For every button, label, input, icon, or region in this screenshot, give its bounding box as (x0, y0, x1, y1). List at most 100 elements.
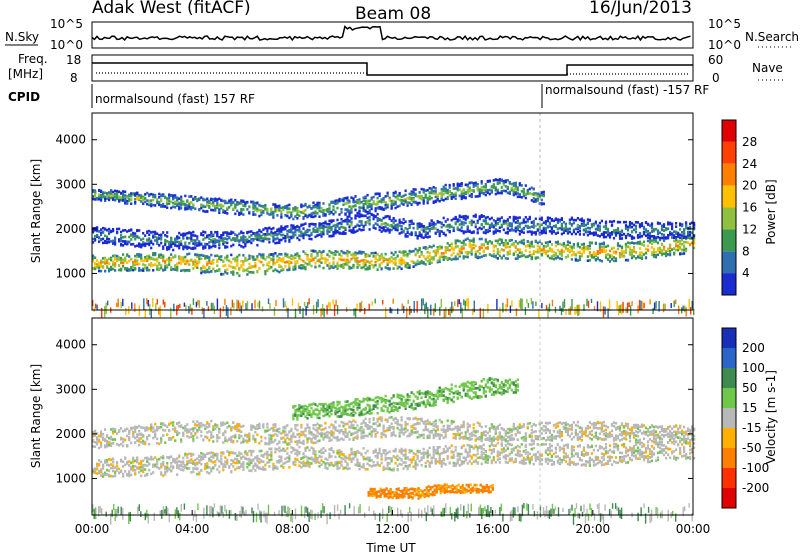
data-cell (128, 464, 131, 467)
data-cell (132, 458, 135, 461)
data-cell (604, 253, 608, 257)
data-cell (528, 192, 531, 195)
data-cell (158, 237, 161, 240)
data-cell (646, 236, 650, 239)
data-cell (430, 245, 433, 249)
data-cell (638, 256, 642, 259)
data-cell (665, 253, 668, 257)
data-cell (671, 233, 674, 236)
data-cell (264, 235, 267, 238)
data-cell (690, 306, 692, 315)
data-cell (540, 218, 543, 221)
data-cell (516, 227, 519, 231)
data-cell (484, 254, 487, 257)
data-cell (530, 240, 533, 244)
data-cell (596, 256, 599, 260)
data-cell (693, 226, 696, 230)
data-cell (128, 194, 131, 198)
data-cell (638, 251, 642, 255)
data-cell (422, 202, 425, 205)
data-cell (416, 236, 419, 239)
data-cell (257, 302, 259, 308)
data-cell (432, 250, 435, 253)
data-cell (524, 196, 527, 200)
data-cell (260, 234, 263, 238)
data-cell (368, 261, 371, 264)
data-cell (154, 464, 157, 468)
data-cell (632, 228, 636, 232)
data-cell (584, 247, 587, 251)
data-cell (671, 227, 674, 231)
data-cell (514, 227, 517, 230)
data-cell (160, 235, 163, 239)
data-cell (267, 298, 270, 305)
data-cell (152, 230, 155, 234)
data-cell (214, 209, 217, 212)
data-cell (154, 230, 157, 234)
data-cell (516, 216, 519, 220)
data-cell (518, 240, 521, 244)
data-cell (254, 208, 257, 212)
data-cell (298, 257, 301, 260)
data-cell (332, 266, 335, 269)
data-cell (206, 471, 209, 474)
data-cell (448, 244, 451, 247)
data-cell (350, 223, 353, 227)
data-cell (122, 253, 125, 256)
data-cell (280, 216, 283, 219)
data-cell (128, 472, 131, 475)
data-cell (479, 307, 481, 319)
y-tick-label: 4000 (55, 133, 86, 147)
data-cell (238, 274, 241, 277)
data-cell (134, 267, 137, 270)
data-cell (256, 243, 259, 247)
data-cell (624, 234, 628, 238)
data-cell (116, 254, 119, 258)
data-cell (126, 472, 129, 476)
data-cell (612, 229, 616, 232)
data-cell (220, 239, 223, 242)
data-cell (422, 191, 425, 194)
data-cell (671, 236, 674, 239)
data-cell (374, 255, 377, 258)
data-cell (262, 228, 265, 231)
data-cell (326, 232, 329, 235)
data-cell (516, 248, 519, 251)
data-cell (482, 249, 485, 253)
data-cell (418, 225, 421, 229)
data-cell (192, 460, 195, 463)
data-cell (132, 460, 135, 464)
data-cell (154, 204, 157, 207)
data-cell (404, 265, 407, 268)
data-cell (532, 245, 535, 248)
data-cell (194, 239, 197, 242)
data-cell (231, 299, 234, 308)
data-cell (92, 257, 95, 260)
data-cell (568, 308, 570, 316)
data-cell (496, 218, 499, 221)
data-cell (242, 461, 245, 464)
data-cell (122, 244, 125, 247)
data-cell (180, 197, 183, 201)
data-cell (654, 238, 658, 241)
data-cell (276, 237, 279, 240)
data-cell (458, 223, 461, 226)
data-cell (644, 228, 648, 231)
data-cell (154, 252, 157, 255)
data-cell (646, 223, 650, 226)
data-cell (392, 267, 395, 270)
data-cell (534, 232, 537, 236)
data-cell (460, 249, 463, 252)
data-cell (206, 465, 209, 468)
data-cell (234, 237, 237, 240)
data-cell (446, 248, 449, 252)
data-cell (148, 237, 151, 240)
data-cell (683, 235, 686, 239)
data-cell (166, 265, 169, 269)
data-cell (122, 192, 125, 195)
data-cell (368, 202, 371, 206)
data-cell (280, 226, 283, 229)
data-cell (468, 194, 471, 198)
data-cell (594, 220, 597, 224)
data-cell (368, 265, 371, 268)
